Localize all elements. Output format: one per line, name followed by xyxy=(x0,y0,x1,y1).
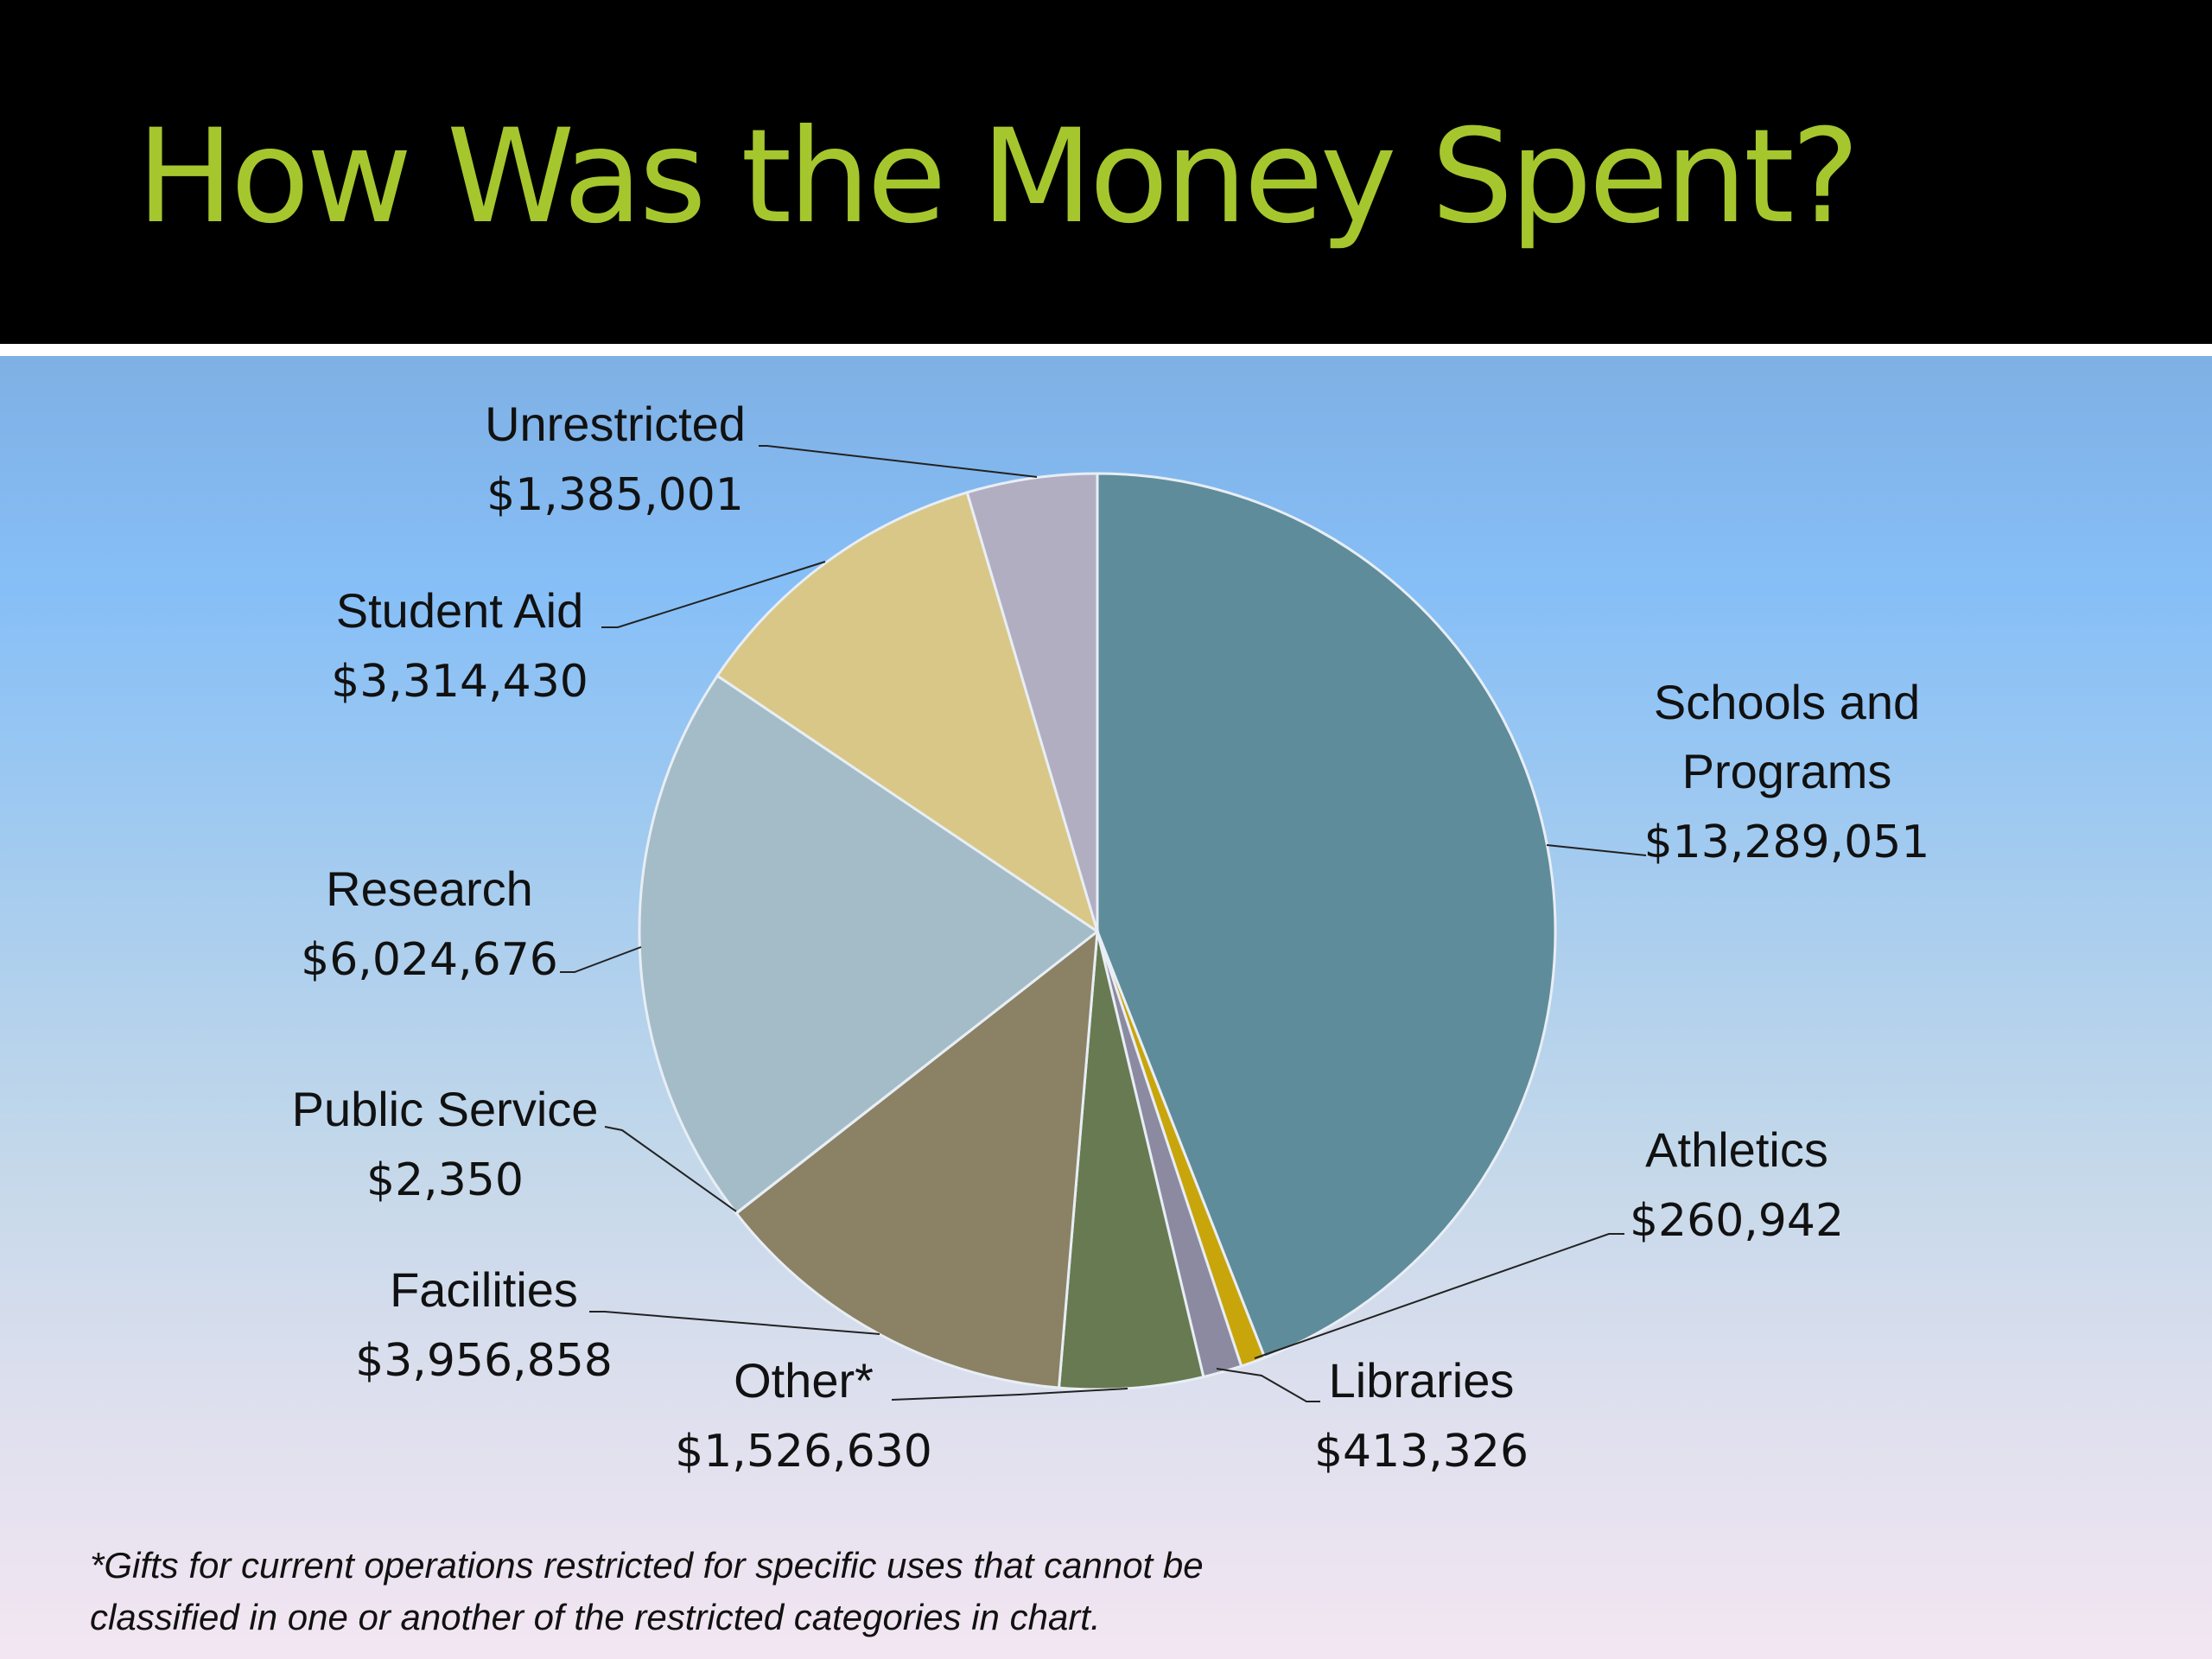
slice-schools-and-programs xyxy=(1096,472,1557,1360)
value-label-unrestricted: $1,385,001 xyxy=(486,469,744,521)
leader-line-research xyxy=(560,946,642,973)
value-label-public-service: $2,350 xyxy=(366,1154,524,1206)
title-divider xyxy=(0,344,2212,356)
label-schools-and-programs-line-2: Programs xyxy=(1682,744,1892,798)
label-student-aid: Student Aid xyxy=(336,583,583,638)
footnote: *Gifts for current operations restricted… xyxy=(90,1540,1472,1643)
label-other: Other* xyxy=(734,1353,874,1408)
leader-line-unrestricted xyxy=(759,445,1038,478)
label-public-service: Public Service xyxy=(292,1082,599,1136)
leader-line-other xyxy=(891,1388,1128,1401)
slice-other xyxy=(1057,931,1205,1391)
leader-line-public-service xyxy=(604,1126,737,1212)
leader-line-libraries xyxy=(1216,1368,1320,1402)
leader-line-athletics xyxy=(1254,1233,1624,1359)
slice-student-aid xyxy=(715,491,1100,935)
label-unrestricted: Unrestricted xyxy=(485,397,746,451)
label-facilities: Facilities xyxy=(390,1262,578,1317)
title-bar: How Was the Money Spent? xyxy=(0,0,2212,344)
value-label-research: $6,024,676 xyxy=(301,934,558,986)
label-libraries: Libraries xyxy=(1329,1353,1515,1408)
value-label-facilities: $3,956,858 xyxy=(355,1335,613,1387)
slide-title: How Was the Money Spent? xyxy=(137,102,1859,252)
pie-chart: Schools and Programs $13,289,051 Athletics $… xyxy=(292,397,1930,1478)
label-athletics: Athletics xyxy=(1645,1122,1828,1177)
value-label-libraries: $413,326 xyxy=(1314,1426,1529,1478)
value-label-schools-and-programs: $13,289,051 xyxy=(1644,817,1930,868)
value-label-other: $1,526,630 xyxy=(675,1426,932,1478)
value-label-student-aid: $3,314,430 xyxy=(331,656,588,708)
slide-body: Schools and Programs $13,289,051 Athletics $… xyxy=(0,356,2212,1659)
leader-line-facilities xyxy=(589,1311,880,1335)
footnote-line-1: *Gifts for current operations restricted… xyxy=(90,1545,1204,1586)
value-label-athletics: $260,942 xyxy=(1630,1195,1844,1247)
label-research: Research xyxy=(326,861,533,916)
footnote-line-2: classified in one or another of the rest… xyxy=(90,1597,1101,1637)
leader-line-schools-and-programs xyxy=(1546,844,1647,856)
slice-unrestricted xyxy=(965,472,1099,932)
leader-line-student-aid xyxy=(601,561,826,628)
label-schools-and-programs-line-1: Schools and xyxy=(1654,675,1920,729)
